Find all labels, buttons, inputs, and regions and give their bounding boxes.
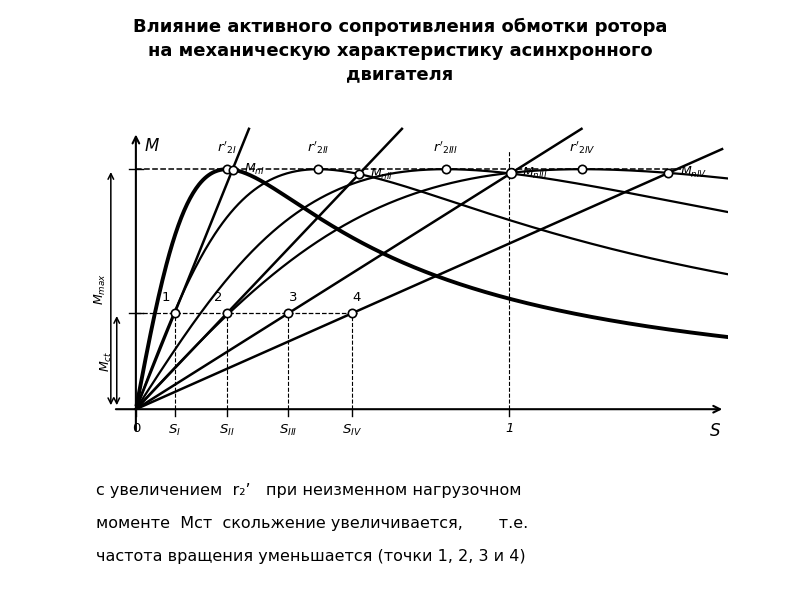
Text: Влияние активного сопротивления обмотки ротора
на механическую характеристику ас: Влияние активного сопротивления обмотки …	[133, 18, 667, 83]
Text: $r'_{2III}$: $r'_{2III}$	[433, 139, 458, 156]
Text: моменте  Мст  скольжение увеличивается,       т.е.: моменте Мст скольжение увеличивается, т.…	[96, 516, 528, 531]
Text: $S_{III}$: $S_{III}$	[279, 422, 298, 437]
Text: $S_{II}$: $S_{II}$	[219, 422, 234, 437]
Text: M: M	[144, 137, 158, 155]
Text: с увеличением  r₂’   при неизменном нагрузочном: с увеличением r₂’ при неизменном нагрузо…	[96, 483, 522, 498]
Text: $r'_{2II}$: $r'_{2II}$	[307, 139, 330, 156]
Text: 2: 2	[214, 290, 222, 304]
Text: 3: 3	[289, 290, 298, 304]
Text: $r'_{2I}$: $r'_{2I}$	[217, 139, 237, 156]
Text: $S_{IV}$: $S_{IV}$	[342, 422, 362, 437]
Text: 1: 1	[505, 422, 514, 436]
Text: $M_{nIV}$: $M_{nIV}$	[680, 166, 707, 181]
Text: $M_{nII}$: $M_{nII}$	[370, 166, 394, 182]
Text: $M_{ct}$: $M_{ct}$	[99, 350, 114, 372]
Text: $S_I$: $S_I$	[168, 422, 181, 437]
Text: S: S	[710, 422, 721, 440]
Text: $r'_{2IV}$: $r'_{2IV}$	[569, 139, 595, 156]
Text: 0: 0	[132, 422, 140, 436]
Text: частота вращения уменьшается (точки 1, 2, 3 и 4): частота вращения уменьшается (точки 1, 2…	[96, 549, 526, 564]
Text: $M_{nI}$: $M_{nI}$	[244, 162, 265, 177]
Text: 4: 4	[353, 290, 361, 304]
Text: $M_{nIII}$: $M_{nIII}$	[522, 166, 548, 181]
Text: 1: 1	[162, 290, 170, 304]
Text: $M_{max}$: $M_{max}$	[93, 273, 108, 305]
